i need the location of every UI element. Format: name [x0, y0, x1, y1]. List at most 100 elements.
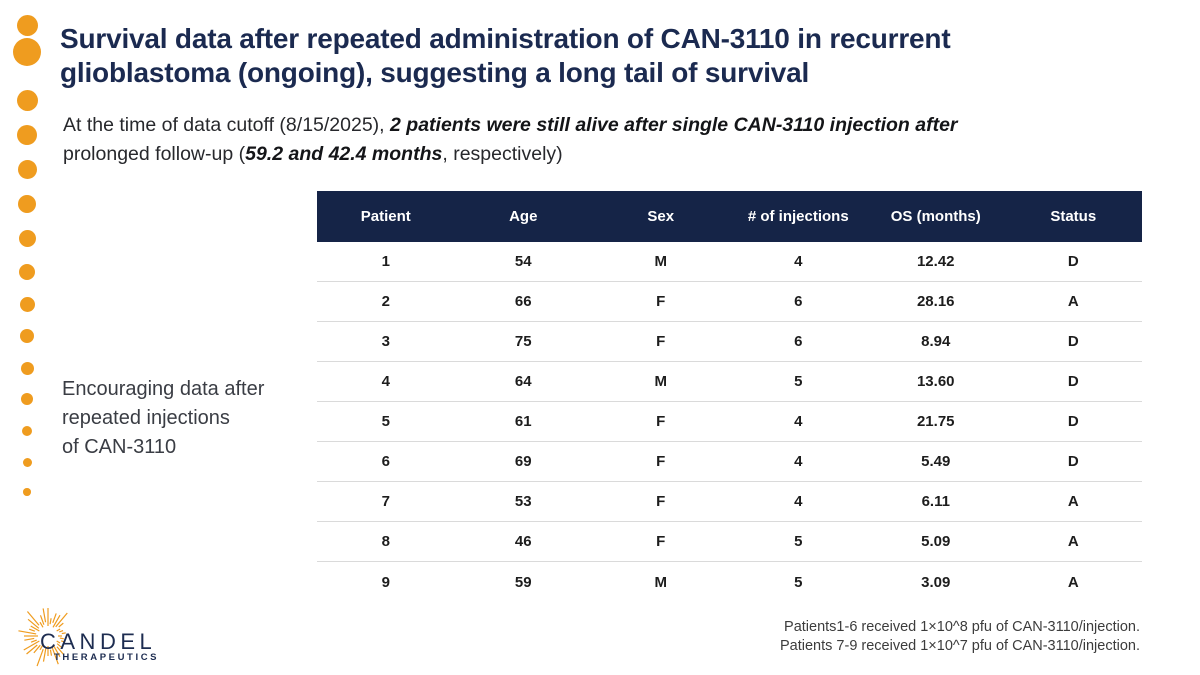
table-cell: 4	[794, 453, 803, 470]
table-cell: 9	[381, 573, 390, 591]
side-note-line: repeated injections	[62, 407, 230, 429]
table-cell: D	[1067, 413, 1079, 430]
table-header-cell: Age	[509, 208, 538, 225]
table-cell: 5	[794, 573, 803, 591]
table-header-cell: Sex	[647, 208, 675, 225]
candel-therapeutics-logo: CANDEL THERAPEUTICS	[14, 596, 234, 672]
table-row: 4 64 M 5 13.60 D	[317, 362, 1142, 402]
table-cell: 5.49	[921, 453, 951, 470]
logo-tagline-text: THERAPEUTICS	[54, 652, 160, 663]
table-cell: D	[1067, 333, 1079, 350]
table-cell: 5	[794, 533, 803, 550]
decor-dot	[21, 425, 33, 437]
table-row: 6 69 F 4 5.49 D	[317, 442, 1142, 482]
table-header-cell: # of injections	[747, 208, 849, 225]
title-line-2: glioblastoma (ongoing), suggesting a lon…	[60, 57, 810, 88]
decor-dot	[22, 457, 32, 467]
table-cell: 64	[514, 373, 532, 390]
table-cell: 53	[514, 493, 532, 510]
footnote-line: Patients1-6 received 1×10^8 pfu of CAN-3…	[784, 619, 1140, 635]
footnote: Patients1-6 received 1×10^8 pfu of CAN-3…	[780, 618, 1140, 656]
table-cell: D	[1067, 373, 1079, 390]
page-title: Survival data after repeated administrat…	[60, 22, 1135, 90]
side-note-line: of CAN-3110	[62, 436, 177, 458]
patient-data-table: Patient Age Sex # of injections OS (mont…	[317, 191, 1142, 602]
table-cell: A	[1067, 293, 1079, 310]
table-header-cell: Status	[1050, 208, 1097, 225]
decor-dot	[19, 264, 35, 280]
table-cell: 66	[514, 293, 532, 310]
table-cell: 69	[514, 453, 532, 470]
table-cell: 13.60	[916, 373, 955, 390]
table-cell: F	[656, 533, 666, 550]
table-cell: F	[656, 293, 666, 310]
logo-brand-text: CANDEL	[40, 629, 157, 654]
table-cell: 8	[381, 533, 390, 550]
subtitle-text: , respectively)	[442, 143, 563, 165]
table-cell: 12.42	[916, 253, 955, 270]
table-cell: 6	[794, 293, 803, 310]
table-body: 1 54 M 4 12.42 D 2 66 F 6 28.16 A 3 75 F 6 8.94 D 4 64 M 5 13.…	[317, 242, 1142, 602]
table-row: 1 54 M 4 12.42 D	[317, 242, 1142, 282]
table-cell: F	[656, 413, 666, 430]
table-header-cell: Patient	[360, 208, 411, 225]
table-cell: F	[656, 453, 666, 470]
table-cell: 5	[381, 413, 390, 430]
table-cell: 59	[514, 573, 532, 591]
subtitle-emphasis: 2 patients were still alive after single…	[390, 114, 958, 136]
table-row: 8 46 F 5 5.09 A	[317, 522, 1142, 562]
table-cell: 75	[514, 333, 532, 350]
table-header-cell: OS (months)	[890, 208, 981, 225]
table-cell: 46	[514, 533, 532, 550]
table-cell: M	[654, 373, 668, 390]
title-line-1: Survival data after repeated administrat…	[60, 23, 951, 54]
side-note-line: Encouraging data after	[62, 378, 265, 400]
table-cell: 5.09	[921, 533, 951, 550]
decor-dot	[18, 229, 36, 247]
decor-dot	[17, 159, 37, 179]
decor-dot	[19, 296, 35, 312]
table-cell: F	[656, 493, 666, 510]
decor-dot	[20, 329, 34, 343]
table-cell: 8.94	[921, 333, 951, 350]
table-row: 7 53 F 4 6.11 A	[317, 482, 1142, 522]
table-cell: 2	[381, 293, 390, 310]
table-cell: 4	[381, 373, 390, 390]
sunburst-icon	[18, 608, 68, 667]
table-cell: F	[656, 333, 666, 350]
subtitle-line-1: At the time of data cutoff (8/15/2025), …	[63, 111, 958, 140]
footnote-line: Patients 7-9 received 1×10^7 pfu of CAN-…	[780, 638, 1140, 654]
decor-dot	[18, 195, 36, 213]
table-cell: 4	[794, 413, 803, 430]
table-cell: 4	[794, 253, 803, 270]
side-note: Encouraging data after repeated injectio…	[62, 375, 264, 462]
table-cell: M	[654, 253, 668, 270]
table-cell: 21.75	[916, 413, 955, 430]
subtitle: At the time of data cutoff (8/15/2025), …	[63, 111, 958, 169]
decor-dot	[17, 125, 37, 145]
table-cell: 6	[381, 453, 390, 470]
table-cell: A	[1067, 493, 1079, 510]
table-cell: 61	[514, 413, 532, 430]
decor-dot	[21, 393, 33, 405]
table-row: 3 75 F 6 8.94 D	[317, 322, 1142, 362]
table-cell: A	[1067, 573, 1079, 591]
table-cell: D	[1067, 253, 1079, 270]
decor-dot	[20, 361, 34, 375]
table-cell: 6	[794, 333, 803, 350]
table-cell: 3	[381, 333, 390, 350]
table-row: 5 61 F 4 21.75 D	[317, 402, 1142, 442]
table-cell: D	[1067, 453, 1079, 470]
table-cell: M	[654, 573, 668, 591]
decor-dot	[16, 14, 38, 36]
table-header-row: Patient Age Sex # of injections OS (mont…	[317, 191, 1142, 242]
table-row: 2 66 F 6 28.16 A	[317, 282, 1142, 322]
table-cell: 7	[381, 493, 390, 510]
subtitle-text: prolonged follow-up (	[63, 143, 246, 165]
decor-dot	[16, 89, 38, 111]
table-cell: 54	[514, 253, 532, 270]
table-row: 9 59 M 5 3.09 A	[317, 562, 1142, 602]
table-cell: 4	[794, 493, 803, 510]
table-cell: 6.11	[921, 493, 950, 510]
